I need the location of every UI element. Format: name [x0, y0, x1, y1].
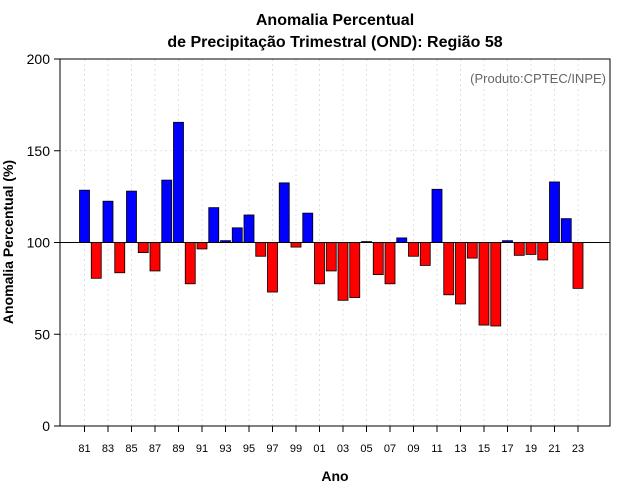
credit-label: (Produto:CPTEC/INPE) [470, 71, 606, 86]
bar-95 [243, 214, 255, 243]
bar-02 [325, 242, 337, 272]
bar-19 [525, 242, 537, 255]
x-tick-label: 93 [219, 443, 231, 455]
bar-88 [161, 179, 173, 243]
x-axis: 81 83 85 87 89 91 93 95 97 99 01 03 05 07 09 11 13 15 17 19… [78, 426, 584, 455]
x-tick-label: 91 [196, 443, 208, 455]
x-tick-label: 99 [290, 443, 302, 455]
bar-16 [490, 242, 502, 327]
x-tick-label: 01 [313, 443, 325, 455]
x-tick-label: 17 [501, 443, 513, 455]
bar-99 [290, 242, 302, 248]
chart-title-line2: de Precipitação Trimestral (OND): Região… [167, 34, 502, 51]
x-tick-label: 03 [337, 443, 349, 455]
bar-91 [196, 242, 208, 250]
bar-23 [572, 242, 584, 289]
bar-85 [126, 190, 137, 243]
bar-13 [455, 242, 466, 305]
x-tick-label: 21 [548, 443, 560, 455]
chart-title-line1: Anomalia Percentual [256, 12, 414, 29]
bar-83 [102, 200, 114, 243]
y-tick-label: 50 [34, 326, 50, 342]
x-axis-label: Ano [321, 468, 348, 484]
x-tick-label: 15 [478, 443, 490, 455]
bar-10 [419, 242, 431, 266]
bar-98 [278, 182, 290, 243]
bar-84 [114, 242, 126, 274]
bar-94 [231, 227, 243, 243]
bar-12 [443, 242, 455, 296]
bar-14 [466, 242, 478, 259]
x-tick-label: 83 [102, 443, 114, 455]
bar-04 [349, 242, 361, 298]
y-tick-label: 150 [27, 143, 51, 159]
grid-layer [60, 58, 610, 427]
bar-11 [431, 188, 443, 243]
x-tick-label: 81 [78, 443, 90, 455]
bar-21 [549, 181, 560, 243]
y-tick-label: 0 [42, 418, 50, 434]
bar-86 [137, 242, 149, 253]
bar-96 [255, 242, 267, 257]
bar-87 [149, 242, 161, 272]
x-tick-label: 09 [407, 443, 419, 455]
x-tick-label: 89 [172, 443, 184, 455]
x-tick-label: 87 [149, 443, 161, 455]
bar-07 [384, 242, 396, 285]
y-axis: 0 50 100 150 200 [27, 51, 60, 434]
bar-09 [408, 242, 419, 257]
bar-08 [396, 237, 408, 243]
x-tick-label: 85 [125, 443, 137, 455]
x-tick-label: 05 [360, 443, 372, 455]
x-tick-label: 19 [525, 443, 537, 455]
bar-81 [79, 189, 90, 243]
x-tick-label: 95 [243, 443, 255, 455]
bar-18 [513, 242, 525, 256]
bar-20 [537, 242, 549, 261]
bars-layer [79, 121, 584, 327]
x-tick-label: 97 [266, 443, 278, 455]
bar-22 [560, 218, 572, 243]
x-tick-label: 23 [572, 443, 584, 455]
bar-01 [314, 242, 325, 285]
bar-89 [173, 121, 184, 243]
y-tick-label: 100 [27, 235, 51, 251]
bar-15 [478, 242, 490, 326]
bar-97 [267, 242, 278, 293]
bar-82 [90, 242, 102, 279]
y-tick-label: 200 [27, 51, 51, 67]
bar-00 [302, 212, 314, 243]
x-tick-label: 13 [454, 443, 466, 455]
bar-90 [184, 242, 196, 285]
x-tick-label: 11 [431, 443, 442, 455]
bar-06 [372, 242, 384, 276]
bar-92 [208, 207, 220, 243]
x-tick-label: 07 [384, 443, 396, 455]
y-axis-label: Anomalia Percentual (%) [0, 160, 16, 324]
bar-03 [337, 242, 349, 301]
